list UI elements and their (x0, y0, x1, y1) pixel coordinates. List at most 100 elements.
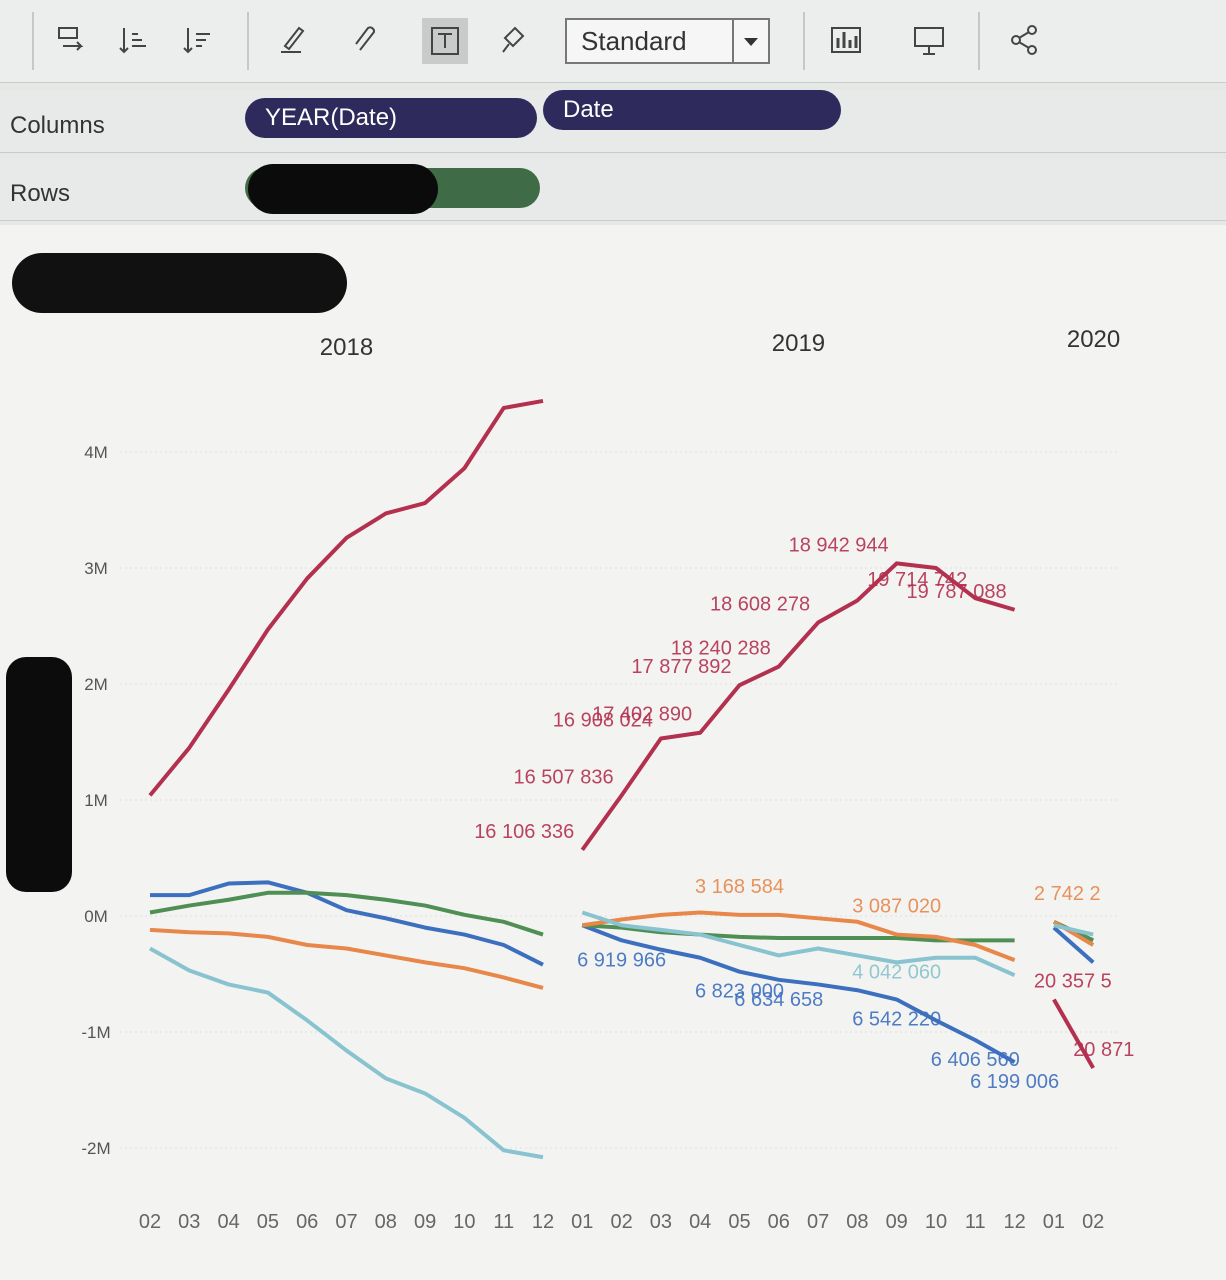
point-label: 3 168 584 (695, 876, 784, 898)
point-label: 6 406 560 (931, 1049, 1020, 1071)
x-tick-label: 08 (846, 1211, 868, 1233)
share-icon[interactable] (1008, 24, 1042, 58)
fit-dropdown[interactable]: Standard (565, 18, 770, 64)
series-line (1052, 926, 1095, 964)
pin-icon[interactable] (493, 24, 527, 58)
x-tick-label: 02 (1082, 1211, 1104, 1233)
pill[interactable]: Date (543, 90, 841, 130)
fit-value: Standard (581, 26, 687, 56)
x-tick-label: 06 (768, 1211, 790, 1233)
point-label: 19 787 088 (906, 581, 1006, 603)
series-line (582, 923, 1015, 943)
shelf-label: Rows (10, 180, 71, 207)
series-line (150, 880, 544, 967)
series-line (149, 946, 544, 1160)
series-line (1052, 998, 1095, 1069)
x-tick-label: 09 (886, 1211, 908, 1233)
series-line (148, 398, 544, 797)
shelf-label: Columns (10, 112, 105, 139)
y-tick-label: 4M (84, 443, 108, 462)
columns-shelf: Columns YEAR(Date) Date (0, 90, 1226, 153)
pill-text: Date (563, 96, 614, 123)
series-line (582, 910, 1016, 962)
x-tick-label: 07 (335, 1211, 357, 1233)
x-tick-label: 10 (925, 1211, 947, 1233)
point-label: 18 608 278 (710, 594, 810, 616)
point-label: 6 919 966 (577, 949, 666, 971)
point-label: 20 357 5 (1034, 971, 1112, 993)
point-label: 17 877 892 (631, 656, 731, 678)
x-tick-label: 05 (257, 1211, 279, 1233)
point-label: 6 199 006 (970, 1071, 1059, 1093)
series-line (581, 910, 1016, 977)
year-header: 2020 (1067, 326, 1120, 353)
x-tick-label: 10 (453, 1211, 475, 1233)
redaction (248, 164, 438, 214)
point-label: 18 240 288 (671, 638, 771, 660)
separator (978, 12, 980, 70)
x-tick-label: 04 (217, 1211, 239, 1233)
chart-area (0, 225, 1226, 1280)
x-tick-label: 12 (532, 1211, 554, 1233)
series-line (149, 927, 544, 990)
swap-icon[interactable] (55, 24, 89, 58)
y-tick-label: 0M (84, 907, 108, 926)
x-tick-label: 07 (807, 1211, 829, 1233)
x-tick-label: 02 (139, 1211, 161, 1233)
point-label: 16 106 336 (474, 821, 574, 843)
point-label: 16 908 024 (553, 710, 653, 732)
y-tick-label: 1M (84, 791, 108, 810)
point-label: 4 042 060 (852, 961, 941, 983)
point-label: 6 542 220 (852, 1009, 941, 1031)
y-tick-label: 2M (84, 675, 108, 694)
x-tick-label: 02 (610, 1211, 632, 1233)
x-tick-label: 01 (571, 1211, 593, 1233)
sort-asc-icon[interactable] (118, 24, 152, 58)
x-tick-label: 01 (1043, 1211, 1065, 1233)
rows-shelf: Rows (0, 158, 1226, 221)
x-tick-label: 12 (1003, 1211, 1025, 1233)
year-header: 2019 (772, 330, 825, 357)
separator (803, 12, 805, 70)
x-tick-label: 06 (296, 1211, 318, 1233)
presentation-icon[interactable] (913, 24, 947, 58)
x-tick-label: 08 (375, 1211, 397, 1233)
show-me-icon[interactable] (830, 24, 864, 58)
point-label: 3 087 020 (852, 896, 941, 918)
series-line (581, 923, 1016, 1064)
series-line (149, 890, 544, 937)
y-tick-label: -2M (81, 1139, 110, 1158)
y-tick-label: -1M (81, 1023, 110, 1042)
point-label: 2 742 2 (1034, 883, 1101, 905)
point-label: 16 507 836 (513, 766, 613, 788)
point-label: 6 634 658 (734, 989, 823, 1011)
point-label: 18 942 944 (789, 534, 889, 556)
point-label: 6 823 000 (695, 981, 784, 1003)
x-tick-label: 03 (650, 1211, 672, 1233)
pill[interactable]: YEAR(Date) (245, 98, 537, 138)
redaction (12, 253, 347, 313)
separator (247, 12, 249, 70)
x-tick-label: 03 (178, 1211, 200, 1233)
attach-icon[interactable] (350, 24, 384, 58)
separator (32, 12, 34, 70)
point-label: 19 714 742 (867, 569, 967, 591)
x-tick-label: 04 (689, 1211, 711, 1233)
pill-text: YEAR(Date) (265, 104, 398, 131)
point-label: 17 402 890 (592, 704, 692, 726)
dropdown-arrow (732, 20, 758, 62)
series-line (1053, 923, 1094, 937)
x-tick-label: 09 (414, 1211, 436, 1233)
point-label: 20 871 (1073, 1039, 1134, 1061)
sort-desc-icon[interactable] (182, 24, 216, 58)
highlight-icon[interactable] (275, 24, 309, 58)
series-line (580, 561, 1016, 852)
year-header: 2018 (320, 334, 373, 361)
x-tick-label: 11 (493, 1211, 514, 1233)
x-tick-label: 11 (965, 1211, 986, 1233)
label-toggle-icon[interactable] (422, 18, 468, 64)
redaction (6, 657, 72, 892)
toolbar: Standard (0, 0, 1226, 83)
